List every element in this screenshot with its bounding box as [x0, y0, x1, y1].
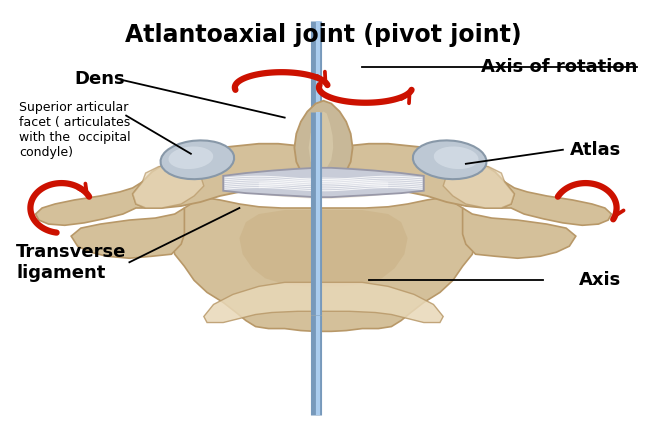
Polygon shape: [204, 283, 443, 323]
Polygon shape: [309, 112, 333, 170]
Polygon shape: [294, 101, 353, 174]
Text: Axis of rotation: Axis of rotation: [481, 58, 637, 77]
Ellipse shape: [160, 140, 234, 179]
Ellipse shape: [413, 140, 487, 179]
Ellipse shape: [433, 146, 479, 169]
Text: Superior articular
facet ( articulates
with the  occipital
condyle): Superior articular facet ( articulates w…: [19, 101, 131, 159]
Polygon shape: [71, 208, 184, 258]
Polygon shape: [171, 198, 476, 331]
Text: Transverse
ligament: Transverse ligament: [16, 243, 127, 282]
Polygon shape: [133, 144, 514, 208]
Polygon shape: [443, 164, 514, 208]
Polygon shape: [501, 182, 611, 225]
Polygon shape: [223, 168, 424, 197]
Polygon shape: [259, 177, 388, 188]
Text: Atlas: Atlas: [570, 141, 621, 159]
Polygon shape: [133, 164, 204, 208]
Polygon shape: [463, 208, 576, 258]
Text: Atlantoaxial joint (pivot joint): Atlantoaxial joint (pivot joint): [125, 23, 522, 47]
Text: Axis: Axis: [579, 271, 621, 289]
Polygon shape: [239, 210, 408, 286]
Polygon shape: [230, 166, 417, 199]
Polygon shape: [36, 182, 146, 225]
Ellipse shape: [168, 146, 214, 169]
Text: Dens: Dens: [74, 70, 125, 88]
